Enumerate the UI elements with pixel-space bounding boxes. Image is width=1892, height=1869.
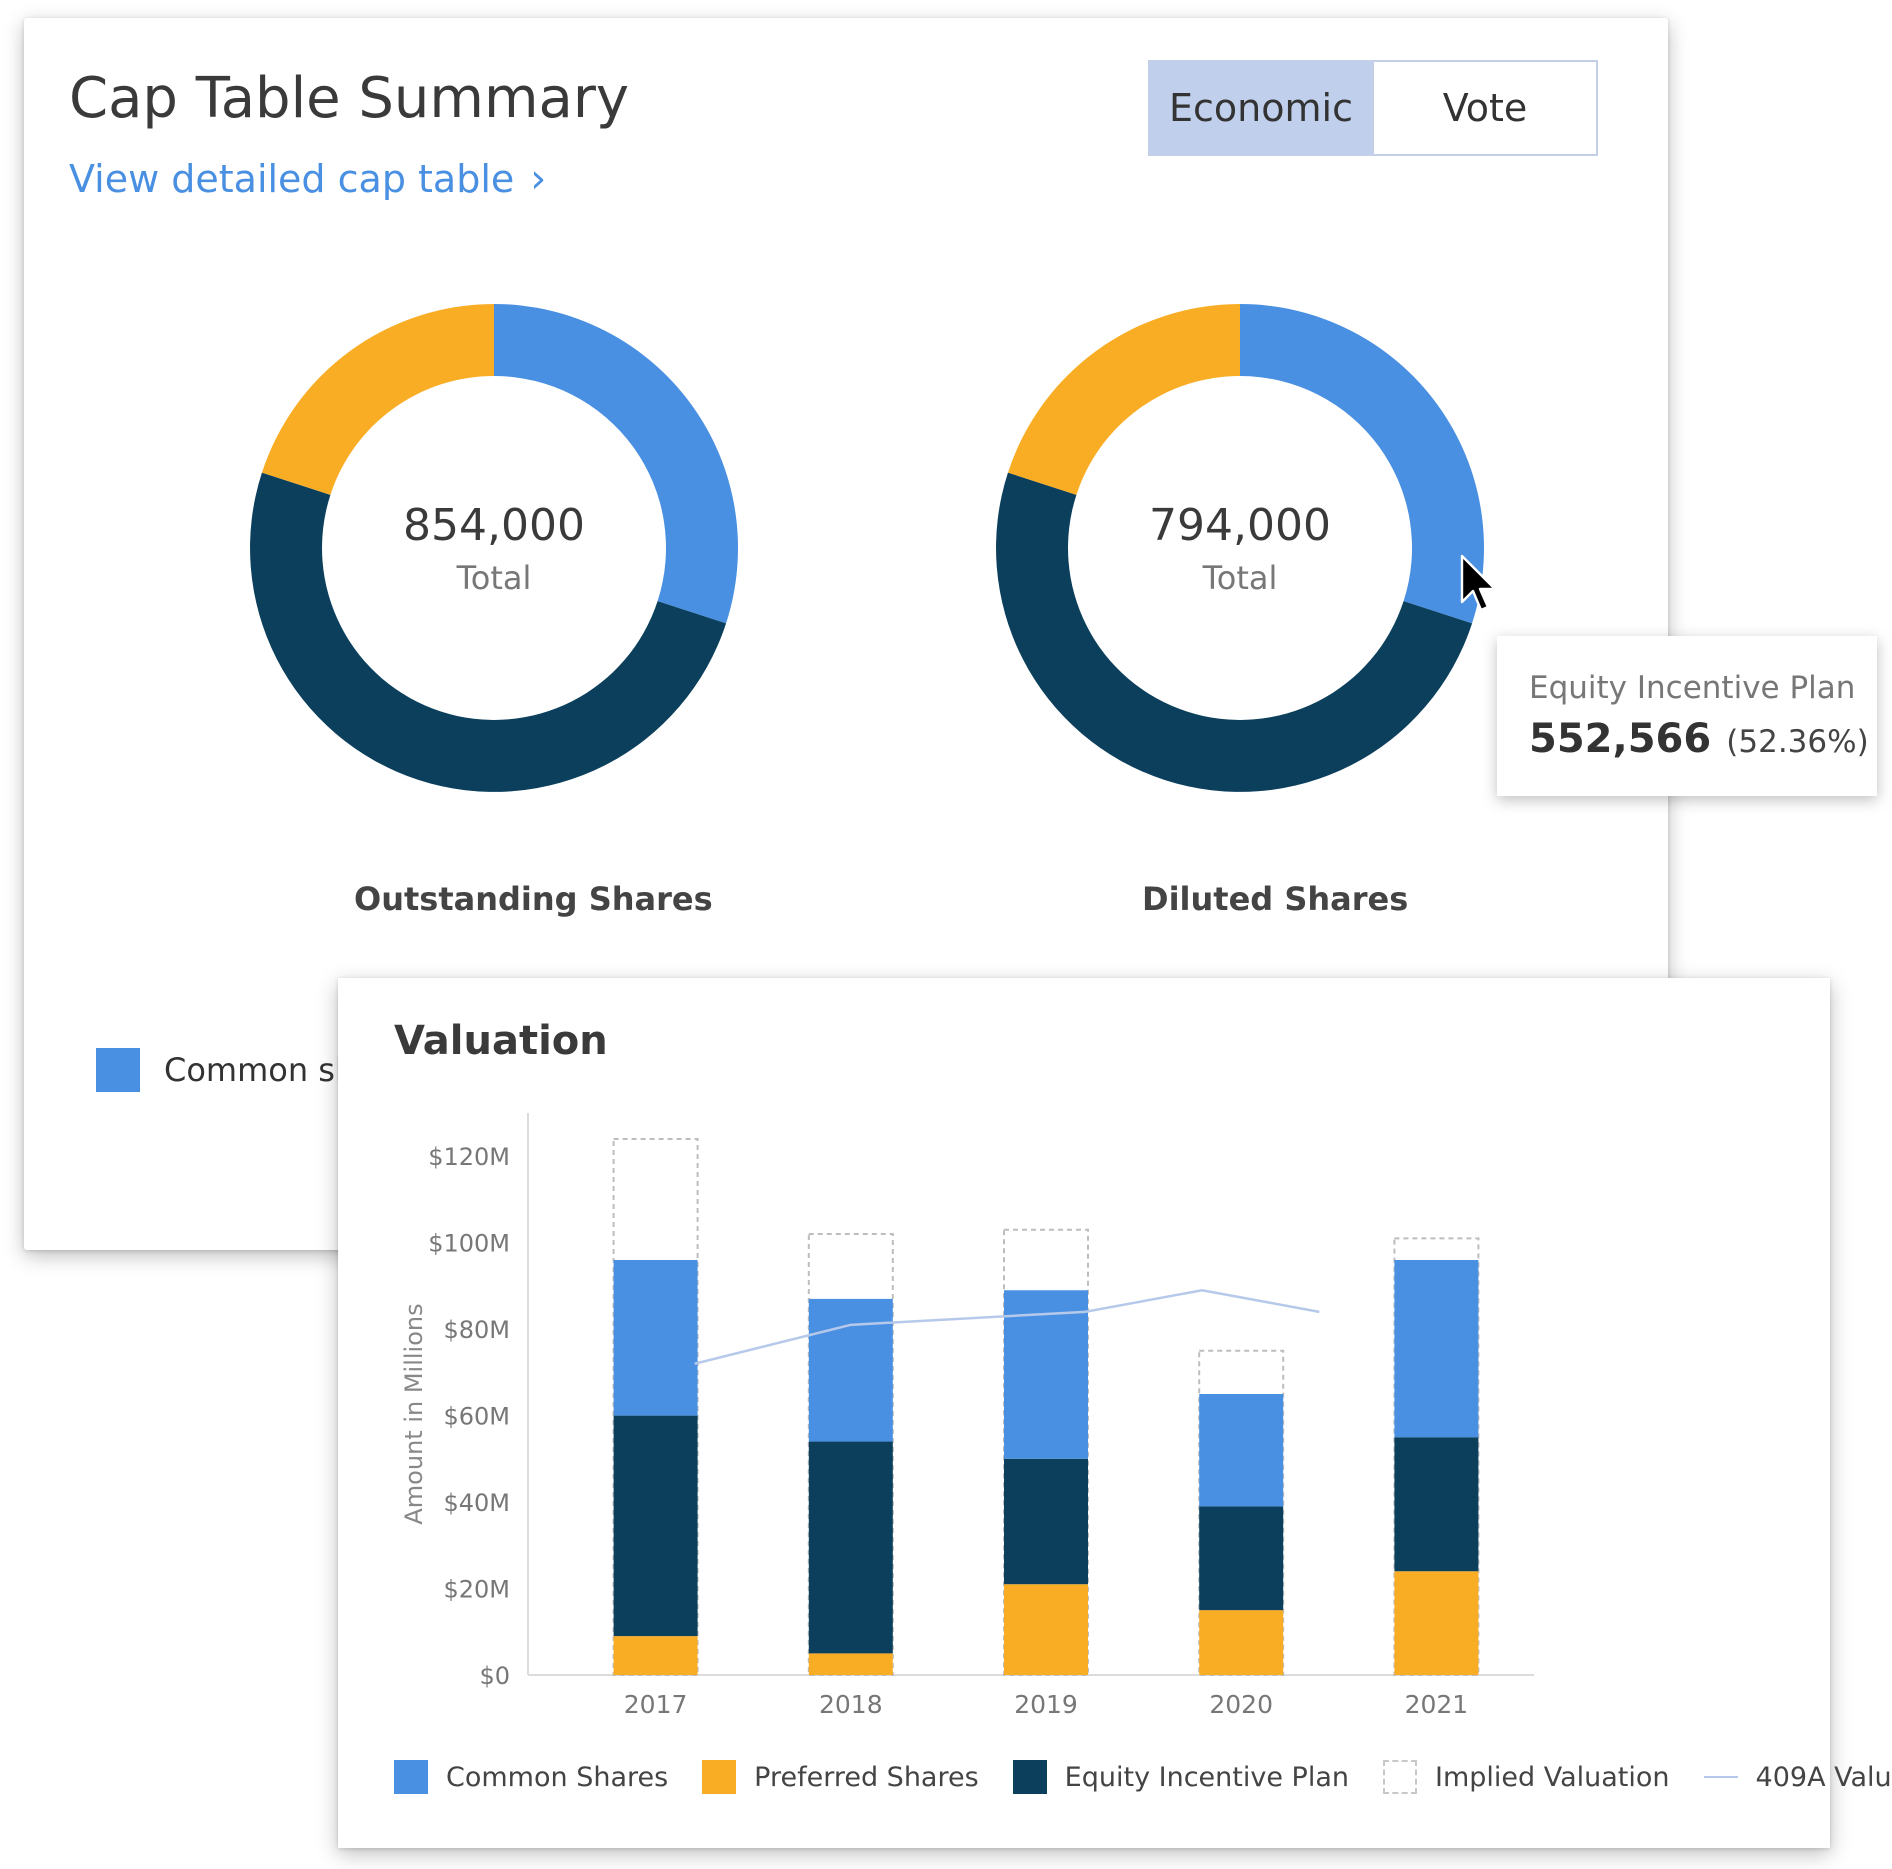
valuation-legend: Common Shares Preferred Shares Equity Ince… [394,1760,1892,1794]
legend-label-common-partial: Common sh [164,1051,356,1089]
valuation-card: Valuation $0 $20M $40M $60M $80M $100M $120M Am… [338,978,1892,1848]
tooltip-title: Equity Incentive Plan [1529,670,1856,706]
y-tick-label: $80M [443,1316,510,1344]
view-detailed-cap-table-link[interactable]: View detailed cap table › [69,156,546,202]
diluted-total-value: 794,000 [1149,499,1331,551]
donut-1-slice-equity-incentive-plan[interactable] [996,472,1473,792]
valuation-title: Valuation [394,1018,608,1064]
x-tick-label: 2018 [819,1690,883,1719]
bar-2021-preferred-shares[interactable] [1394,1571,1479,1675]
y-tick-label: $100M [428,1230,510,1258]
legend-item-preferred-shares: Preferred Shares [702,1760,979,1794]
bar-2018-common-shares[interactable] [808,1298,893,1442]
donut-0-slice-common-shares[interactable] [494,304,738,624]
legend-swatch [1012,1760,1047,1794]
bar-2017-preferred-shares[interactable] [613,1636,698,1675]
legend-swatch [702,1760,737,1794]
diluted-shares-caption: Diluted Shares [1142,880,1409,918]
legend-label: Common Shares [446,1761,669,1793]
legend-item-implied-valuation: Implied Valuation [1382,1760,1670,1794]
legend-label: 409A Valuation [1755,1761,1892,1793]
tooltip-value: 552,566 [1529,716,1712,762]
legend-item-equity-incentive-plan: Equity Incentive Plan [1012,1760,1349,1794]
economic-vote-toggle: Economic Vote [1148,60,1598,156]
legend-label: Preferred Shares [754,1761,979,1793]
legend-swatch [394,1760,428,1794]
x-tick-label: 2017 [624,1690,688,1719]
donut-0-slice-equity-incentive-plan[interactable] [250,472,727,792]
outstanding-donut-center: 854,000 Total [244,298,744,798]
bar-2018-preferred-shares[interactable] [808,1653,893,1675]
bar-2020-preferred-shares[interactable] [1199,1610,1284,1675]
outstanding-shares-caption: Outstanding Shares [354,880,713,918]
tooltip-row: 552,566 (52.36%) [1529,716,1869,762]
donut-1-slice-common-shares[interactable] [1240,304,1484,624]
bar-2018-equity-incentive-plan[interactable] [808,1441,893,1654]
legend-swatch [1703,1776,1738,1778]
diluted-donut-center: 794,000 Total [990,298,1490,798]
valuation-chart: $0 $20M $40M $60M $80M $100M $120M Amount in Mi… [400,1113,1534,1719]
legend-swatch-common [96,1048,140,1092]
bar-2017-equity-incentive-plan[interactable] [613,1415,698,1637]
legend-item-common-shares: Common Shares [394,1760,668,1794]
y-axis-label: Amount in Millions [400,1303,428,1524]
y-tick-label: $20M [443,1576,510,1604]
outstanding-donut-svg [250,304,738,792]
x-tick-label: 2021 [1405,1690,1469,1719]
donut-0-slice-preferred-shares[interactable] [261,304,494,495]
bar-2017-common-shares[interactable] [613,1259,698,1416]
cap-table-legend: Common sh [96,1048,355,1092]
bar-2019-equity-incentive-plan[interactable] [1004,1458,1088,1585]
outstanding-shares-donut: 854,000 Total [244,298,744,798]
y-tick-label: $120M [428,1143,510,1171]
bar-2021-equity-incentive-plan[interactable] [1394,1437,1479,1572]
toggle-economic[interactable]: Economic [1150,62,1372,154]
cap-table-title: Cap Table Summary [69,66,629,131]
bar-2020-equity-incentive-plan[interactable] [1199,1506,1284,1611]
bar-2019-preferred-shares[interactable] [1004,1584,1088,1675]
outstanding-total-label: Total [456,558,532,597]
legend-item-409a-valuation: 409A Valuation [1703,1761,1892,1793]
x-tick-label: 2020 [1209,1690,1273,1719]
bar-2021-common-shares[interactable] [1394,1259,1479,1438]
diluted-shares-donut: 794,000 Total [990,298,1490,798]
donut-1-slice-preferred-shares[interactable] [1007,304,1240,495]
outstanding-total-value: 854,000 [403,499,585,551]
toggle-vote[interactable]: Vote [1372,62,1596,154]
diluted-donut-svg [996,304,1484,792]
y-tick-label: $60M [443,1403,510,1431]
donut-tooltip: Equity Incentive Plan 552,566 (52.36%) [1497,636,1877,796]
x-tick-label: 2019 [1014,1690,1078,1719]
409a-valuation-line [694,1288,1320,1365]
chevron-right-icon: › [530,156,547,202]
mouse-cursor-icon [1460,554,1497,612]
y-tick-label: $40M [443,1489,510,1517]
y-tick-label: $0 [479,1662,510,1690]
diluted-total-label: Total [1202,558,1278,597]
bar-2019-common-shares[interactable] [1004,1290,1088,1459]
legend-label: Implied Valuation [1434,1761,1670,1793]
tooltip-percent: (52.36%) [1726,724,1869,760]
legend-label: Equity Incentive Plan [1064,1761,1349,1793]
legend-swatch [1382,1760,1417,1794]
bar-2020-common-shares[interactable] [1199,1394,1284,1507]
view-detailed-cap-table-label: View detailed cap table [69,157,515,201]
